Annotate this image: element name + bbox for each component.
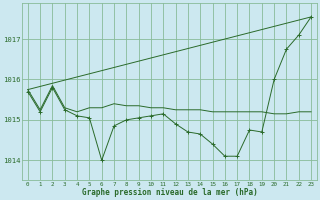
X-axis label: Graphe pression niveau de la mer (hPa): Graphe pression niveau de la mer (hPa) — [82, 188, 257, 197]
